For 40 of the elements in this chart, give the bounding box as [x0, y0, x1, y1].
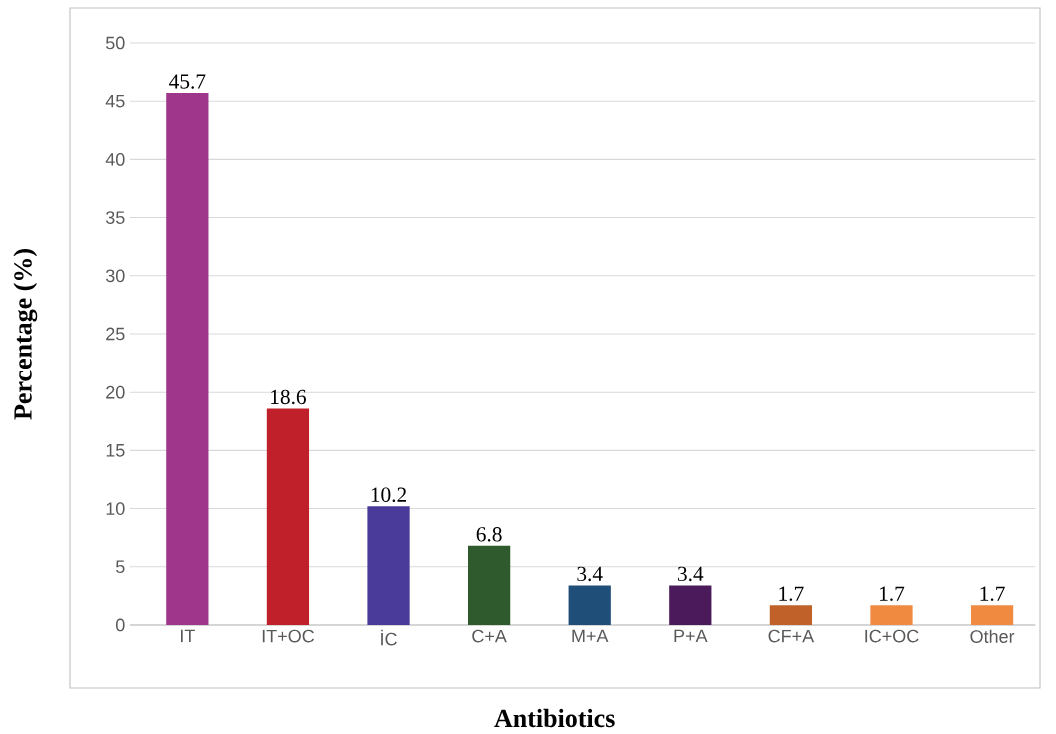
- bar: [467, 545, 511, 625]
- x-tick-label: Other: [970, 629, 1015, 643]
- y-tick-label: 5: [116, 560, 125, 574]
- x-tick-label: IT: [181, 629, 195, 643]
- bar: [266, 408, 310, 625]
- y-tick-label: 15: [106, 444, 125, 457]
- data-label: 3.4: [577, 566, 603, 582]
- data-label: 3.4: [677, 566, 704, 582]
- y-tick-label: 0: [116, 618, 125, 632]
- y-axis-title: Percentage (%): [13, 249, 38, 420]
- data-label: 1.7: [980, 586, 1005, 601]
- data-label: 10.2: [371, 487, 407, 502]
- x-tick-label: P+A: [674, 629, 708, 643]
- y-tick-label: 25: [106, 327, 125, 341]
- data-label: 1.7: [779, 586, 804, 601]
- y-tick-label: 50: [105, 36, 125, 50]
- data-label: 1.7: [880, 586, 905, 601]
- x-tick-label: CF+A: [768, 629, 815, 643]
- x-axis-title: Antibiotics: [494, 708, 615, 728]
- data-label: 45.7: [169, 74, 206, 89]
- data-label: 18.6: [271, 389, 306, 405]
- y-tick-label: 30: [105, 269, 125, 283]
- y-tick-label: 20: [106, 385, 125, 399]
- bar: [669, 585, 712, 625]
- x-tick-label: İC: [381, 629, 397, 646]
- bar: [769, 605, 813, 625]
- bar: [870, 605, 913, 625]
- y-tick-label: 45: [105, 94, 125, 108]
- bar: [166, 93, 209, 625]
- y-tick-label: 35: [105, 211, 125, 224]
- x-tick-label: IT+OC: [262, 629, 315, 643]
- bar: [568, 585, 611, 625]
- bar: [970, 605, 1014, 625]
- x-tick-label: M+A: [572, 629, 609, 643]
- x-tick-label: C+A: [472, 629, 507, 643]
- y-tick-label: 40: [105, 153, 125, 166]
- bar: [367, 506, 410, 625]
- x-tick-label: IC+OC: [865, 629, 919, 643]
- data-label: 6.8: [476, 527, 502, 542]
- y-tick-label: 10: [106, 502, 125, 515]
